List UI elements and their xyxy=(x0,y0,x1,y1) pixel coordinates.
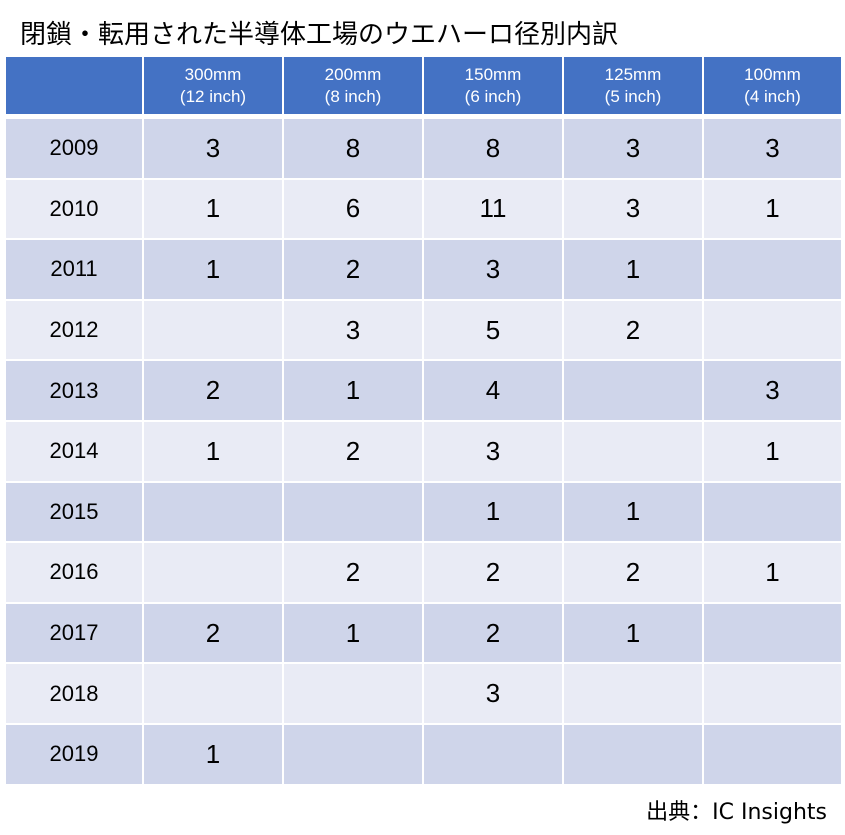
table-row: 2015 1 1 xyxy=(6,482,841,542)
column-header: 300mm (12 inch) xyxy=(144,57,282,114)
value-cell: 2 xyxy=(284,240,422,299)
value-cell: 2 xyxy=(424,543,562,602)
column-header-line2: (5 inch) xyxy=(604,86,662,106)
year-cell: 2012 xyxy=(6,300,142,360)
value-cell xyxy=(704,664,841,723)
table-title: 閉鎖・転用された半導体工場のウエハーロ径別内訳 xyxy=(20,20,619,50)
table-row: 2010 1 6 11 3 1 xyxy=(6,179,841,239)
table-row: 2009 3 8 8 3 3 xyxy=(6,119,841,178)
column-header-line1: 150mm xyxy=(464,64,522,84)
value-cell: 6 xyxy=(284,179,422,239)
year-cell: 2011 xyxy=(6,240,142,299)
value-cell xyxy=(144,664,282,723)
year-cell: 2009 xyxy=(6,119,142,178)
column-header: 125mm (5 inch) xyxy=(564,57,702,114)
value-cell: 1 xyxy=(144,724,282,784)
value-cell: 8 xyxy=(424,119,562,178)
value-cell: 1 xyxy=(564,603,702,663)
table-row: 2011 1 2 3 1 xyxy=(6,240,841,299)
column-header-line2: (6 inch) xyxy=(464,86,522,106)
year-cell: 2016 xyxy=(6,543,142,602)
column-header-line1: 300mm xyxy=(184,64,242,84)
value-cell xyxy=(564,361,702,420)
column-header-line1: 200mm xyxy=(324,64,382,84)
column-header: 150mm (6 inch) xyxy=(424,57,562,114)
value-cell: 2 xyxy=(144,361,282,420)
year-cell: 2017 xyxy=(6,603,142,663)
value-cell: 3 xyxy=(424,240,562,299)
value-cell: 2 xyxy=(424,603,562,663)
value-cell xyxy=(704,482,841,542)
value-cell xyxy=(704,300,841,360)
value-cell: 1 xyxy=(144,179,282,239)
year-cell: 2014 xyxy=(6,421,142,481)
value-cell xyxy=(564,664,702,723)
value-cell: 1 xyxy=(704,543,841,602)
value-cell xyxy=(564,421,702,481)
value-cell: 1 xyxy=(284,603,422,663)
value-cell xyxy=(424,724,562,784)
value-cell: 5 xyxy=(424,300,562,360)
column-header: 100mm (4 inch) xyxy=(704,57,841,114)
header-row: 300mm (12 inch) 200mm (8 inch) 150mm (6 inch)… xyxy=(6,57,841,114)
value-cell: 2 xyxy=(564,543,702,602)
value-cell: 1 xyxy=(564,240,702,299)
value-cell: 3 xyxy=(424,421,562,481)
value-cell xyxy=(144,300,282,360)
wafer-size-table: 300mm (12 inch) 200mm (8 inch) 150mm (6 inch)… xyxy=(4,55,843,786)
value-cell: 1 xyxy=(564,482,702,542)
value-cell: 4 xyxy=(424,361,562,420)
value-cell xyxy=(704,240,841,299)
value-cell xyxy=(704,724,841,784)
value-cell: 3 xyxy=(564,179,702,239)
year-cell: 2018 xyxy=(6,664,142,723)
table-row: 2018 3 xyxy=(6,664,841,723)
value-cell xyxy=(284,482,422,542)
column-header-line2: (8 inch) xyxy=(324,86,382,106)
value-cell: 3 xyxy=(564,119,702,178)
column-header-line2: (4 inch) xyxy=(744,86,801,106)
column-header-line1: 125mm xyxy=(604,64,662,84)
value-cell xyxy=(284,664,422,723)
value-cell: 11 xyxy=(424,179,562,239)
value-cell: 3 xyxy=(424,664,562,723)
value-cell: 1 xyxy=(704,421,841,481)
value-cell: 3 xyxy=(704,361,841,420)
value-cell: 3 xyxy=(284,300,422,360)
value-cell: 1 xyxy=(704,179,841,239)
table-row: 2016 2 2 2 1 xyxy=(6,543,841,602)
value-cell xyxy=(284,724,422,784)
value-cell: 1 xyxy=(284,361,422,420)
year-cell: 2013 xyxy=(6,361,142,420)
value-cell xyxy=(144,543,282,602)
table-row: 2019 1 xyxy=(6,724,841,784)
year-cell: 2015 xyxy=(6,482,142,542)
table-row: 2013 2 1 4 3 xyxy=(6,361,841,420)
source-note: 出典：IC Insights xyxy=(646,800,827,825)
value-cell xyxy=(704,603,841,663)
value-cell: 1 xyxy=(424,482,562,542)
column-header-line1: 100mm xyxy=(744,64,801,84)
value-cell xyxy=(564,724,702,784)
table-row: 2012 3 5 2 xyxy=(6,300,841,360)
header-corner xyxy=(6,57,142,114)
value-cell: 3 xyxy=(704,119,841,178)
value-cell: 2 xyxy=(564,300,702,360)
value-cell: 1 xyxy=(144,421,282,481)
year-cell: 2019 xyxy=(6,724,142,784)
value-cell: 2 xyxy=(284,421,422,481)
value-cell: 3 xyxy=(144,119,282,178)
value-cell: 8 xyxy=(284,119,422,178)
value-cell: 1 xyxy=(144,240,282,299)
year-cell: 2010 xyxy=(6,179,142,239)
column-header-line2: (12 inch) xyxy=(179,86,247,106)
table-row: 2014 1 2 3 1 xyxy=(6,421,841,481)
value-cell: 2 xyxy=(284,543,422,602)
table-row: 2017 2 1 2 1 xyxy=(6,603,841,663)
column-header: 200mm (8 inch) xyxy=(284,57,422,114)
value-cell: 2 xyxy=(144,603,282,663)
value-cell xyxy=(144,482,282,542)
